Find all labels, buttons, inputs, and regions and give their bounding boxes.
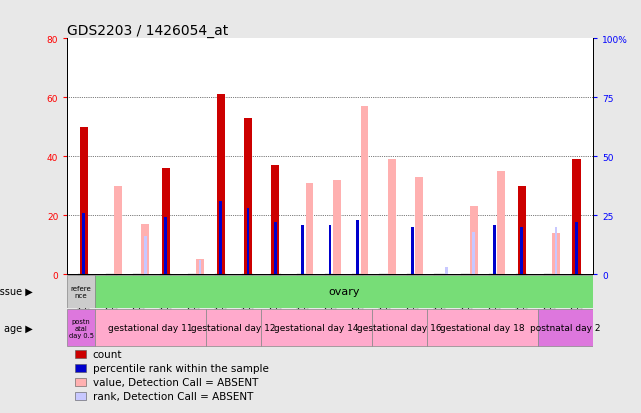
Text: postn
atal
day 0.5: postn atal day 0.5	[69, 318, 94, 338]
Text: percentile rank within the sample: percentile rank within the sample	[92, 363, 269, 373]
Bar	[575, 223, 578, 274]
Bar	[247, 209, 249, 274]
Text: rank, Detection Call = ABSENT: rank, Detection Call = ABSENT	[92, 391, 253, 401]
Bar	[217, 95, 225, 274]
Bar	[497, 171, 505, 274]
Text: gestational day 12: gestational day 12	[191, 323, 276, 332]
Text: gestational day 16: gestational day 16	[357, 323, 442, 332]
Bar	[244, 119, 252, 274]
Bar	[261, 309, 372, 347]
Bar	[95, 309, 206, 347]
Bar	[552, 233, 560, 274]
Text: age ▶: age ▶	[4, 323, 33, 333]
Text: value, Detection Call = ABSENT: value, Detection Call = ABSENT	[92, 377, 258, 387]
Text: GDS2203 / 1426054_at: GDS2203 / 1426054_at	[67, 24, 229, 38]
Bar	[388, 160, 395, 274]
Text: tissue ▶: tissue ▶	[0, 287, 33, 297]
Bar	[493, 225, 495, 274]
Bar	[472, 232, 475, 274]
Bar	[206, 309, 261, 347]
Bar	[274, 223, 277, 274]
Bar	[372, 309, 427, 347]
Bar	[470, 207, 478, 274]
Bar	[538, 309, 593, 347]
Bar	[82, 213, 85, 274]
Bar	[75, 350, 86, 358]
Bar	[67, 309, 95, 347]
Bar	[356, 220, 359, 274]
Text: gestational day 18: gestational day 18	[440, 323, 524, 332]
Bar	[518, 186, 526, 274]
Bar	[329, 225, 331, 274]
Text: gestational day 11: gestational day 11	[108, 323, 192, 332]
Bar	[199, 260, 201, 274]
Bar	[415, 178, 423, 274]
Bar	[75, 392, 86, 400]
Bar	[75, 377, 86, 386]
Bar	[162, 169, 170, 274]
Text: gestational day 14: gestational day 14	[274, 323, 358, 332]
Bar	[196, 260, 204, 274]
Bar	[75, 364, 86, 372]
Bar	[306, 183, 313, 274]
Bar	[333, 180, 341, 274]
Bar	[572, 160, 581, 274]
Text: refere
nce: refere nce	[71, 285, 92, 298]
Bar	[219, 202, 222, 274]
Bar	[360, 107, 368, 274]
Bar	[142, 224, 149, 274]
Bar	[67, 275, 95, 308]
Bar	[271, 166, 279, 274]
Text: postnatal day 2: postnatal day 2	[530, 323, 601, 332]
Bar	[301, 225, 304, 274]
Bar	[520, 228, 523, 274]
Bar	[427, 309, 538, 347]
Bar	[554, 228, 557, 274]
Bar	[144, 237, 147, 274]
Text: count: count	[92, 349, 122, 359]
Text: ovary: ovary	[328, 287, 360, 297]
Bar	[411, 228, 413, 274]
Bar	[79, 128, 88, 274]
Bar	[114, 186, 122, 274]
Bar	[445, 267, 448, 274]
Bar	[165, 218, 167, 274]
